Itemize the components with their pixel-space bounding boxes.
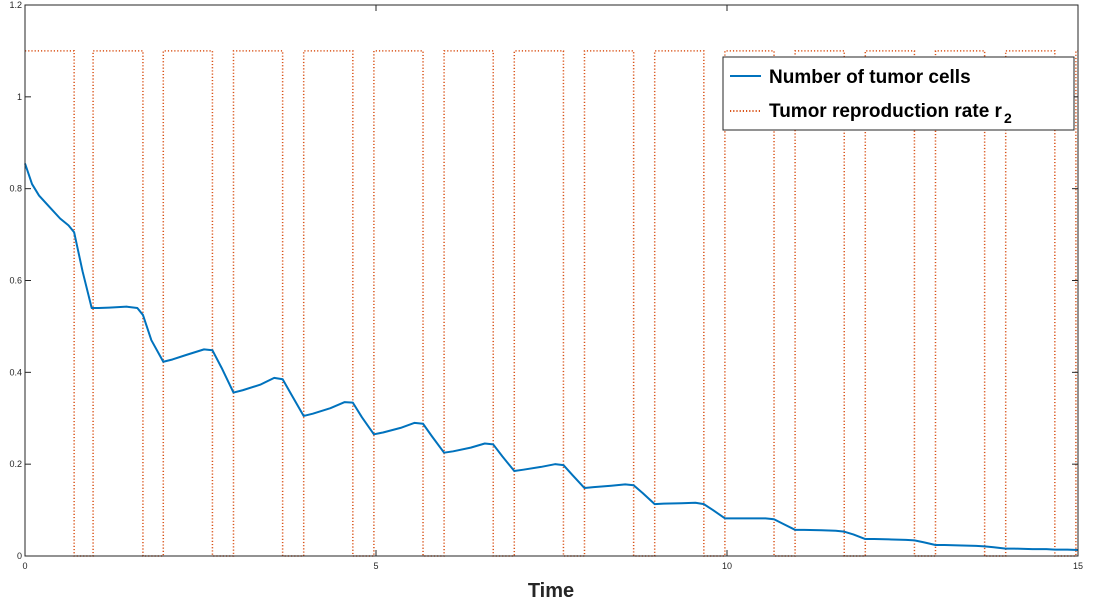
legend-label-tumor-cells: Number of tumor cells bbox=[769, 67, 971, 88]
y-tick-label: 0.8 bbox=[9, 184, 22, 194]
y-tick-label: 0.4 bbox=[9, 367, 22, 377]
x-axis-title: Time bbox=[528, 580, 574, 602]
series-line-tumor-cells bbox=[24, 163, 1079, 552]
y-tick-label: 0.6 bbox=[9, 276, 22, 286]
x-tick-label: 0 bbox=[22, 561, 27, 571]
y-tick-label: 1 bbox=[17, 92, 22, 102]
legend: Number of tumor cells Tumor reproduction… bbox=[722, 56, 1075, 131]
legend-label-reproduction-rate-text: Tumor reproduction rate r bbox=[769, 101, 1003, 122]
legend-box bbox=[722, 56, 1075, 131]
x-tick-label: 15 bbox=[1073, 561, 1083, 571]
x-tick-label: 10 bbox=[722, 561, 732, 571]
y-tick-label: 0.2 bbox=[9, 459, 22, 469]
y-tick-label: 1.2 bbox=[9, 0, 22, 10]
tick-layer: 0 5 10 15 0 0.2 0.4 0.6 0.8 1 1.2 bbox=[9, 0, 1083, 571]
x-tick-label: 5 bbox=[373, 561, 378, 571]
legend-label-subscript: 2 bbox=[1004, 110, 1012, 126]
y-tick-label: 0 bbox=[17, 551, 22, 561]
